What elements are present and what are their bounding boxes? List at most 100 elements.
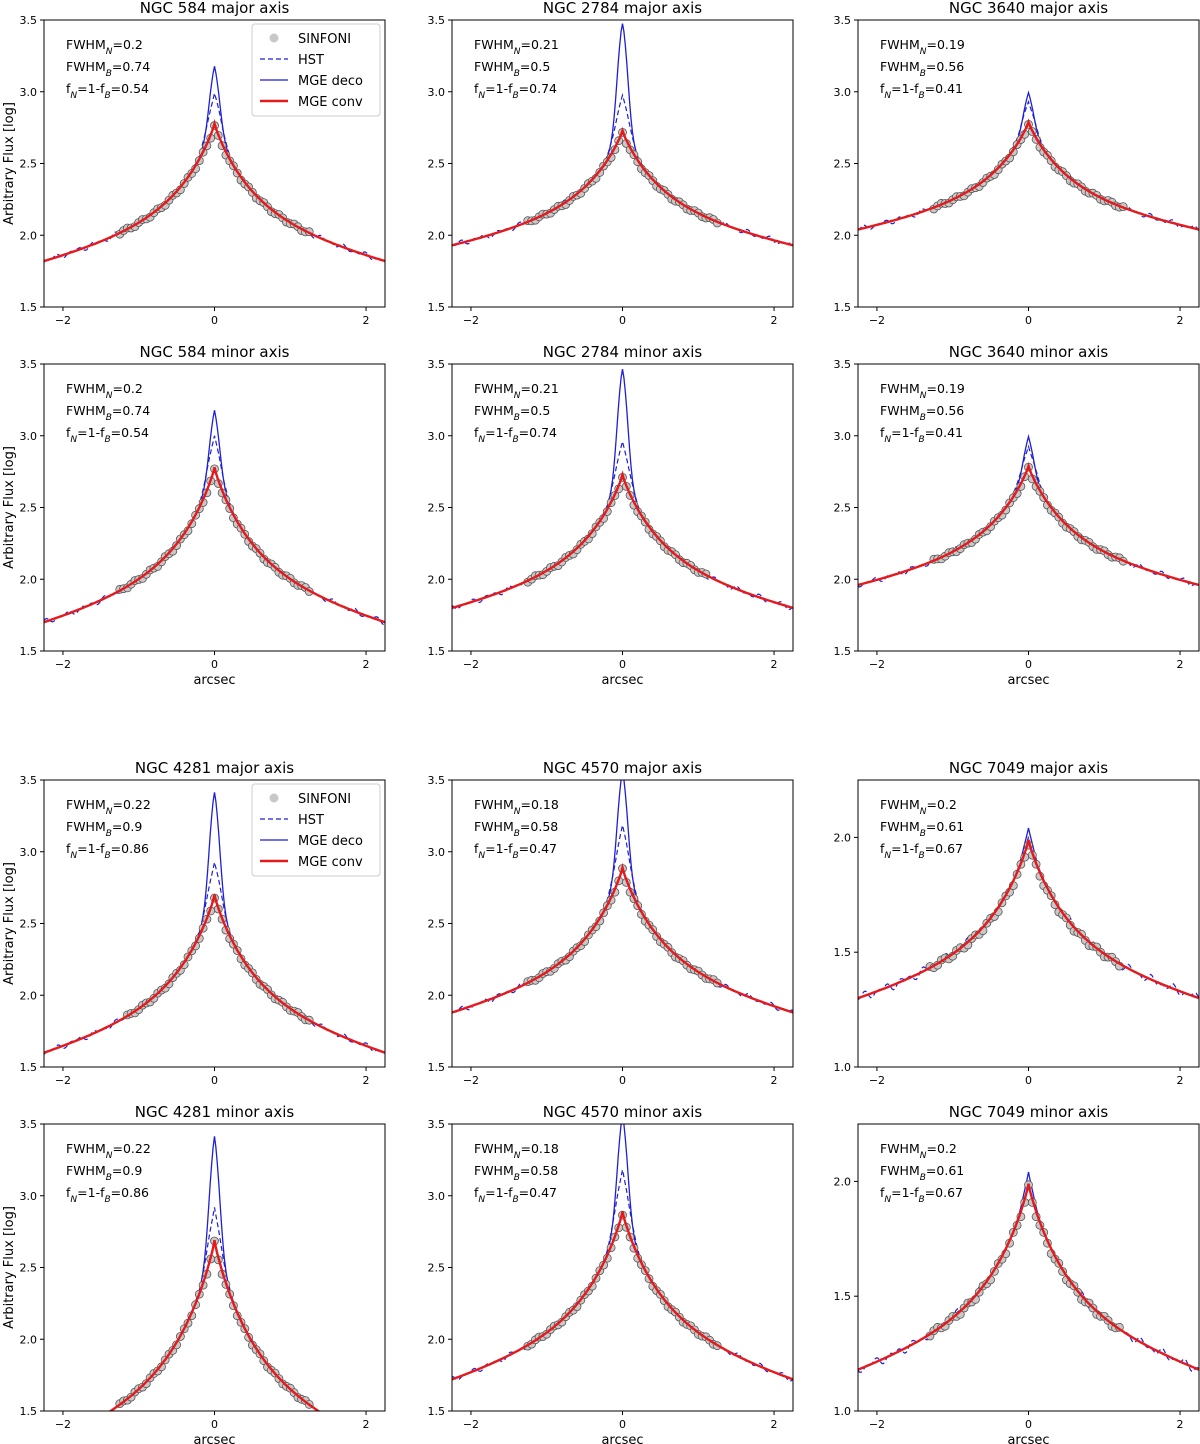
fit-annotation: fN=1-fB=0.54: [66, 425, 149, 445]
panel-title: NGC 584 minor axis: [140, 343, 290, 361]
x-tick-label: −2: [55, 658, 71, 671]
y-tick-label: 2.5: [834, 158, 852, 171]
plot-area: [44, 66, 385, 263]
y-axis-label: Arbitrary Flux [log]: [2, 446, 17, 569]
plot-area: [452, 368, 793, 611]
fit-annotation: FWHMN=0.18: [474, 797, 559, 817]
fit-annotation: FWHMN=0.2: [880, 797, 957, 817]
fit-annotation: FWHMN=0.21: [474, 381, 559, 401]
y-tick-label: 1.5: [834, 645, 852, 658]
legend-sinfoni: SINFONI: [298, 32, 351, 47]
legend-box: [251, 783, 381, 877]
y-tick-label: 2.5: [428, 918, 446, 931]
legend-mge-deco: MGE deco: [298, 834, 363, 849]
x-tick-label: 2: [1177, 1418, 1184, 1431]
hst-series-line: [105, 1207, 320, 1411]
hst-series-line: [44, 862, 385, 1055]
fit-annotation: fN=1-fB=0.67: [880, 841, 963, 861]
y-tick-label: 2.0: [834, 1175, 852, 1188]
y-tick-label: 3.5: [428, 1118, 446, 1131]
fit-annotation: FWHMB=0.5: [474, 403, 550, 423]
x-axis-label: arcsec: [1007, 1433, 1049, 1444]
plot-area: [105, 1136, 321, 1411]
hst-series-line: [858, 836, 1199, 1001]
hst-series-line: [858, 1182, 1199, 1374]
y-tick-label: 3.0: [20, 430, 38, 443]
x-axis-label: arcsec: [193, 673, 235, 688]
y-tick-label: 2.5: [20, 158, 38, 171]
fit-annotation: FWHMB=0.61: [880, 819, 964, 839]
fit-annotation: fN=1-fB=0.67: [880, 1185, 963, 1205]
y-tick-label: 2.5: [20, 1262, 38, 1275]
y-tick-label: 2.5: [428, 158, 446, 171]
fit-annotation: FWHMN=0.2: [880, 1141, 957, 1161]
y-tick-label: 2.5: [20, 502, 38, 515]
legend-box: [251, 23, 381, 117]
y-tick-label: 1.5: [428, 1405, 446, 1418]
legend-hst: HST: [298, 813, 324, 828]
x-tick-label: −2: [463, 658, 479, 671]
fit-annotation: FWHMN=0.19: [880, 381, 965, 401]
y-axis-label: Arbitrary Flux [log]: [2, 862, 17, 985]
panel: NGC 3640 major axis 1.5 2.0 2.5 3.0 3.5 −2 0 2 FW…: [834, 0, 1200, 327]
x-tick-label: −2: [869, 658, 885, 671]
fit-annotation: FWHMN=0.22: [66, 797, 151, 817]
panel: NGC 7049 major axis 1.0 1.5 2.0 −2 0 2 FWHMN=0.…: [834, 759, 1200, 1087]
panel: NGC 4281 minor axis 1.5 2.0 2.5 3.0 3.5 −2 0 2 Ar…: [2, 1103, 386, 1444]
mge-conv-series-line: [858, 118, 1199, 231]
fit-annotation: fN=1-fB=0.41: [880, 81, 963, 101]
plot-area: [44, 792, 385, 1055]
x-tick-label: 2: [771, 1418, 778, 1431]
y-tick-label: 2.0: [20, 229, 38, 242]
mge-conv-series-line: [452, 1211, 793, 1381]
y-tick-label: 3.5: [20, 774, 38, 787]
y-tick-label: 1.5: [834, 301, 852, 314]
panel-title: NGC 4570 major axis: [543, 759, 702, 777]
panel-title: NGC 3640 major axis: [949, 0, 1108, 17]
y-tick-label: 1.5: [428, 645, 446, 658]
y-tick-label: 3.5: [834, 14, 852, 27]
fit-annotation: FWHMB=0.61: [880, 1163, 964, 1183]
y-tick-label: 3.0: [428, 430, 446, 443]
fit-annotation: FWHMN=0.18: [474, 1141, 559, 1161]
y-tick-label: 2.0: [428, 229, 446, 242]
x-tick-label: 0: [619, 1074, 626, 1087]
x-tick-label: 2: [771, 1074, 778, 1087]
hst-series-line: [452, 93, 793, 247]
fit-annotation: fN=1-fB=0.41: [880, 425, 963, 445]
y-tick-label: 1.5: [834, 946, 852, 959]
mge-deco-series-line: [858, 434, 1199, 586]
mge-conv-series-line: [858, 1183, 1199, 1371]
x-tick-label: 2: [363, 658, 370, 671]
fit-annotation: FWHMB=0.58: [474, 819, 558, 839]
fit-annotation: FWHMB=0.9: [66, 1163, 142, 1183]
x-tick-label: −2: [55, 1418, 71, 1431]
fit-annotation: fN=1-fB=0.54: [66, 81, 149, 101]
fit-annotation: FWHMN=0.19: [880, 37, 965, 57]
panel: NGC 2784 minor axis 1.5 2.0 2.5 3.0 3.5 −2 0 2 ar…: [428, 343, 794, 688]
y-tick-label: 3.5: [428, 358, 446, 371]
x-tick-label: 0: [1025, 1418, 1032, 1431]
mge-deco-series-line: [109, 1136, 320, 1411]
x-tick-label: 0: [619, 314, 626, 327]
fit-annotation: fN=1-fB=0.47: [474, 841, 557, 861]
panel: NGC 2784 major axis 1.5 2.0 2.5 3.0 3.5 −2 0 2 FW…: [428, 0, 794, 327]
y-tick-label: 3.0: [20, 86, 38, 99]
y-tick-label: 3.0: [834, 430, 852, 443]
x-tick-label: −2: [55, 1074, 71, 1087]
x-tick-label: 2: [771, 658, 778, 671]
y-tick-label: 2.0: [20, 573, 38, 586]
fit-annotation: FWHMN=0.2: [66, 381, 143, 401]
x-tick-label: 2: [363, 1074, 370, 1087]
y-tick-label: 1.5: [20, 1061, 38, 1074]
x-tick-label: 2: [363, 1418, 370, 1431]
legend-marker-sinfoni: [269, 33, 279, 43]
fit-annotation: fN=1-fB=0.74: [474, 81, 557, 101]
y-tick-label: 2.0: [20, 1333, 38, 1346]
y-tick-label: 2.5: [428, 1262, 446, 1275]
plot-area: [858, 90, 1199, 232]
hst-series-line: [452, 1169, 793, 1382]
x-tick-label: −2: [463, 314, 479, 327]
y-tick-label: 2.0: [20, 989, 38, 1002]
x-tick-label: −2: [55, 314, 71, 327]
